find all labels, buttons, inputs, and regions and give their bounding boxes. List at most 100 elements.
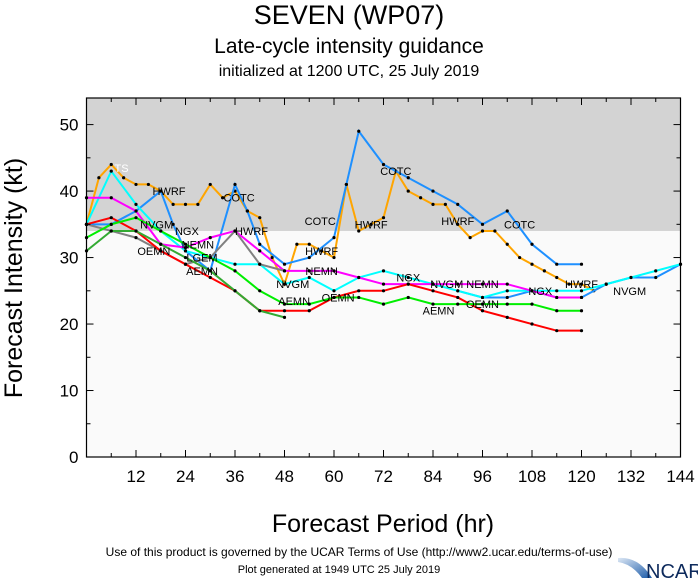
data-point [530,302,534,306]
data-point [307,242,311,246]
data-point [332,236,336,240]
data-point [456,222,460,226]
data-point [282,309,287,313]
data-point [579,309,584,313]
data-point [258,309,262,313]
line-label: NEMN [182,239,214,251]
data-point [109,222,113,226]
data-point [456,302,460,306]
data-point [357,295,361,300]
data-point [270,255,274,260]
data-point [332,255,336,260]
data-point [134,236,138,240]
data-point [480,222,485,226]
y-tick-label: 0 [69,448,78,467]
data-point [480,295,485,300]
line-label: HWRF [355,219,388,231]
x-axis-label: Forecast Period (hr) [272,510,494,538]
data-point [505,295,509,300]
line-label: COTC [380,166,411,178]
data-point [518,255,522,260]
data-point [480,282,485,286]
data-point [332,295,336,300]
data-point [282,282,287,286]
data-point [431,289,435,293]
line-label: AEMN [423,306,455,318]
data-point [233,262,237,266]
data-point [357,275,361,280]
data-point [505,315,509,319]
data-point [468,236,472,240]
data-point [419,196,423,200]
y-axis-label: Forecast Intensity (kt) [0,158,28,398]
line-label: NVGM [613,286,646,298]
data-point [109,162,113,167]
data-point [233,289,237,293]
data-point [381,282,386,286]
data-point [431,189,435,193]
line-label: AEMN [278,296,310,308]
y-tick-label: 40 [60,182,79,201]
data-point [258,216,262,220]
line-label: AEMN [186,266,218,278]
line-label: NVGM [430,279,463,291]
initialization-time: initialized at 1200 UTC, 25 July 2019 [218,63,480,80]
x-tick-label: 48 [275,467,294,486]
data-point [555,295,559,300]
data-point [654,275,658,280]
line-label: COTC [504,219,535,231]
data-point [159,189,163,193]
data-point [134,216,138,220]
data-point [183,242,188,246]
data-point [208,182,212,187]
data-point [505,209,509,213]
data-point [307,309,311,313]
data-point [307,302,311,306]
x-tick-label: 72 [374,467,393,486]
data-point [456,289,460,293]
data-point [406,176,410,180]
data-point [369,222,373,226]
data-point [579,329,584,333]
data-point [456,282,460,286]
line-label: COTC [305,216,336,228]
data-point [122,176,126,180]
data-point [431,282,435,286]
data-point [171,222,175,226]
data-point [233,182,237,187]
data-point [505,242,509,246]
data-point [109,169,113,173]
svg-text:NCAR: NCAR [646,561,698,580]
data-point [629,275,633,280]
data-point [530,242,534,246]
line-label: OEMN [322,292,355,304]
data-point [579,295,584,300]
line-label: NGX [528,286,553,298]
x-tick-label: 12 [127,467,146,486]
data-point [555,289,559,293]
data-point [183,245,188,250]
x-tick-label: 60 [325,467,344,486]
y-tick-label: 30 [60,249,79,268]
data-point [233,229,237,233]
data-point [183,262,188,266]
y-tick-label: 10 [60,382,79,401]
data-point [109,229,113,233]
data-point [555,262,559,266]
data-point [381,289,386,293]
data-point [381,302,386,306]
data-point [456,295,460,300]
data-point [282,269,287,273]
ncar-logo-graphic: NCAR [618,557,698,583]
line-label: HWRF [153,186,186,198]
data-point [406,295,410,300]
data-point [406,189,410,193]
ncar-logo: NCAR [618,556,698,583]
data-point [208,275,212,280]
line-label: HWRF [441,216,474,228]
x-tick-label: 132 [617,467,645,486]
y-tick-label: 20 [60,315,79,334]
line-label: HWRF [235,226,268,238]
data-point [357,229,361,233]
